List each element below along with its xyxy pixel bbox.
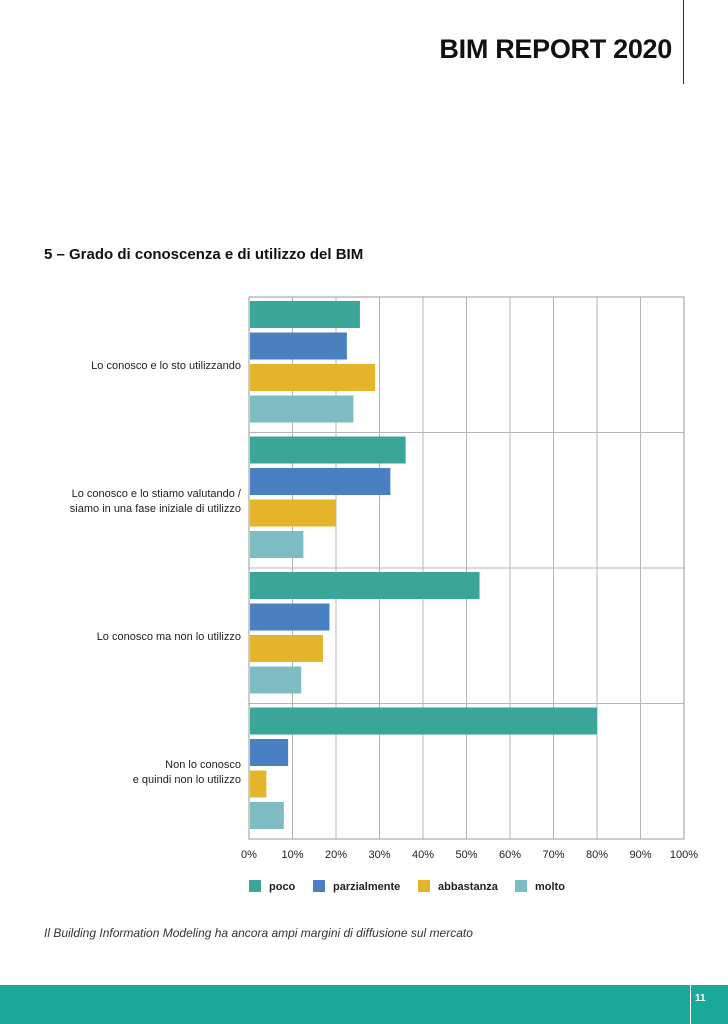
category-label: e quindi non lo utilizzo <box>133 774 241 786</box>
bar-abbastanza <box>250 635 323 662</box>
footer-band: 11 <box>0 985 728 1024</box>
category-label: siamo in una fase iniziale di utilizzo <box>70 503 241 515</box>
x-tick-label: 60% <box>499 849 521 861</box>
x-tick-label: 40% <box>412 849 434 861</box>
legend-swatch-poco <box>249 880 261 892</box>
legend-label: molto <box>535 881 565 893</box>
bar-parzialmente <box>250 332 347 360</box>
bar-chart: Lo conosco e lo sto utilizzando Lo conosc… <box>70 296 698 893</box>
bar-poco <box>250 301 360 328</box>
legend-label: parzialmente <box>333 881 400 893</box>
category-label: Lo conosco ma non lo utilizzo <box>97 631 241 643</box>
bar-abbastanza <box>250 770 267 798</box>
x-tick-label: 20% <box>325 849 347 861</box>
x-tick-label: 70% <box>542 849 564 861</box>
bar-parzialmente <box>250 603 330 631</box>
bar-molto <box>250 666 302 694</box>
bar-poco <box>250 572 480 599</box>
x-tick-label: 100% <box>670 849 698 861</box>
chart-title: 5 – Grado di conoscenza e di utilizzo de… <box>44 246 364 263</box>
legend-swatch-parzialmente <box>313 880 325 892</box>
title-divider <box>683 0 684 84</box>
bar-parzialmente <box>250 468 391 495</box>
x-tick-label: 90% <box>629 849 651 861</box>
legend-label: poco <box>269 881 296 893</box>
category-label: Non lo conosco <box>165 759 241 771</box>
x-tick-label: 10% <box>281 849 303 861</box>
bar-molto <box>250 802 284 829</box>
category-label: Lo conosco e lo stiamo valutando / <box>72 488 242 500</box>
page-number: 11 <box>695 993 706 1004</box>
footer-divider <box>690 985 691 1024</box>
plot-border <box>248 296 685 840</box>
bar-molto <box>250 395 354 423</box>
legend-swatch-abbastanza <box>418 880 430 892</box>
x-tick-label: 0% <box>241 849 257 861</box>
bar-molto <box>250 531 304 558</box>
x-tick-label: 50% <box>455 849 477 861</box>
bar-abbastanza <box>250 364 376 391</box>
legend-label: abbastanza <box>438 881 499 893</box>
report-title: BIM REPORT 2020 <box>439 34 672 64</box>
bar-parzialmente <box>250 739 289 766</box>
x-tick-label: 80% <box>586 849 608 861</box>
bar-poco <box>250 436 406 464</box>
figure-caption: Il Building Information Modeling ha anco… <box>44 926 473 940</box>
legend-swatch-molto <box>515 880 527 892</box>
bar-poco <box>250 707 597 735</box>
bar-abbastanza <box>250 499 336 527</box>
category-label: Lo conosco e lo sto utilizzando <box>91 360 241 372</box>
x-tick-label: 30% <box>368 849 390 861</box>
